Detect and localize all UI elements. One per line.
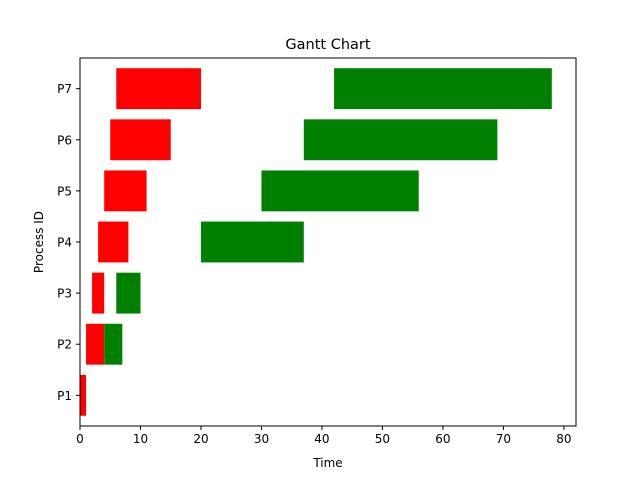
x-axis: 0 10 20 30 40 50 60 70 80 <box>76 426 572 446</box>
y-tick-label-p2: P2 <box>57 338 72 352</box>
x-tick-label: 30 <box>254 432 269 446</box>
bars-layer <box>80 68 552 416</box>
plot-frame <box>79 57 577 427</box>
bar-p2-series-1 <box>86 323 105 365</box>
x-axis-title: Time <box>312 456 342 470</box>
bar-p7-series-2 <box>334 68 552 110</box>
x-tick-label: 70 <box>496 432 511 446</box>
y-tick-label-p5: P5 <box>57 184 72 198</box>
x-tick-label: 60 <box>435 432 450 446</box>
bar-p3-series-2 <box>116 272 141 314</box>
x-tick-label: 10 <box>133 432 148 446</box>
x-tick-label: 20 <box>193 432 208 446</box>
bar-p5-series-1 <box>104 170 147 212</box>
bar-p4-series-2 <box>200 221 304 263</box>
chart-title: Gantt Chart <box>285 37 370 53</box>
y-tick-label-p3: P3 <box>57 287 72 301</box>
y-tick-label-p7: P7 <box>57 82 72 96</box>
bar-p3-series-1 <box>92 272 105 314</box>
bar-p2-series-2 <box>104 323 123 365</box>
bar-p5-series-2 <box>261 170 419 212</box>
bar-p1-series-1 <box>80 374 87 416</box>
y-tick-label-p4: P4 <box>57 236 72 250</box>
bar-p6-series-2 <box>303 119 498 161</box>
bar-p7-series-1 <box>116 68 201 110</box>
y-axis-title: Process ID <box>32 211 46 273</box>
y-tick-label-p6: P6 <box>57 133 72 147</box>
x-tick-label: 40 <box>314 432 329 446</box>
bar-p6-series-1 <box>110 119 171 161</box>
bar-p4-series-1 <box>98 221 129 263</box>
x-tick-label: 50 <box>375 432 390 446</box>
y-tick-label-p1: P1 <box>57 389 72 403</box>
x-tick-label: 0 <box>76 432 84 446</box>
x-tick-label: 80 <box>556 432 571 446</box>
y-axis: P1 P2 P3 P4 P5 P6 P7 <box>57 82 80 403</box>
